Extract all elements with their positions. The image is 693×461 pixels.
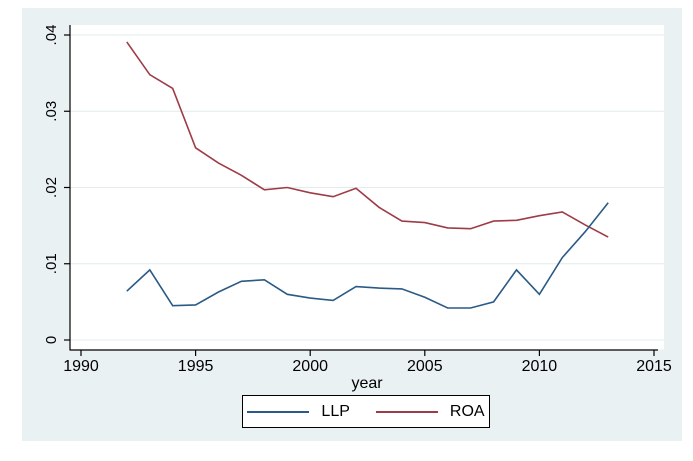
y-tick-label: .02 (43, 177, 60, 198)
legend-label-llp: LLP (321, 402, 350, 420)
y-tick-label: 0 (43, 336, 60, 344)
legend: LLP ROA (242, 395, 490, 428)
llp-line-swatch (247, 410, 310, 413)
x-tick-label: 1995 (178, 358, 214, 375)
y-tick-label: .04 (43, 25, 60, 46)
roa-line (126, 41, 609, 238)
y-tick-label: .03 (43, 101, 60, 122)
y-tick-label: .01 (43, 253, 60, 274)
x-tick-label: 2005 (407, 358, 443, 375)
legend-item-llp: LLP (247, 402, 350, 420)
llp-line (126, 202, 609, 309)
x-tick-label: 2010 (522, 358, 558, 375)
x-tick-label: 2000 (292, 358, 328, 375)
legend-label-roa: ROA (449, 402, 485, 420)
legend-item-roa: ROA (375, 402, 485, 420)
x-tick-label: 2015 (636, 358, 672, 375)
x-tick-label: 1990 (63, 358, 99, 375)
x-axis-title: year (351, 375, 383, 392)
roa-line-swatch (375, 410, 438, 413)
